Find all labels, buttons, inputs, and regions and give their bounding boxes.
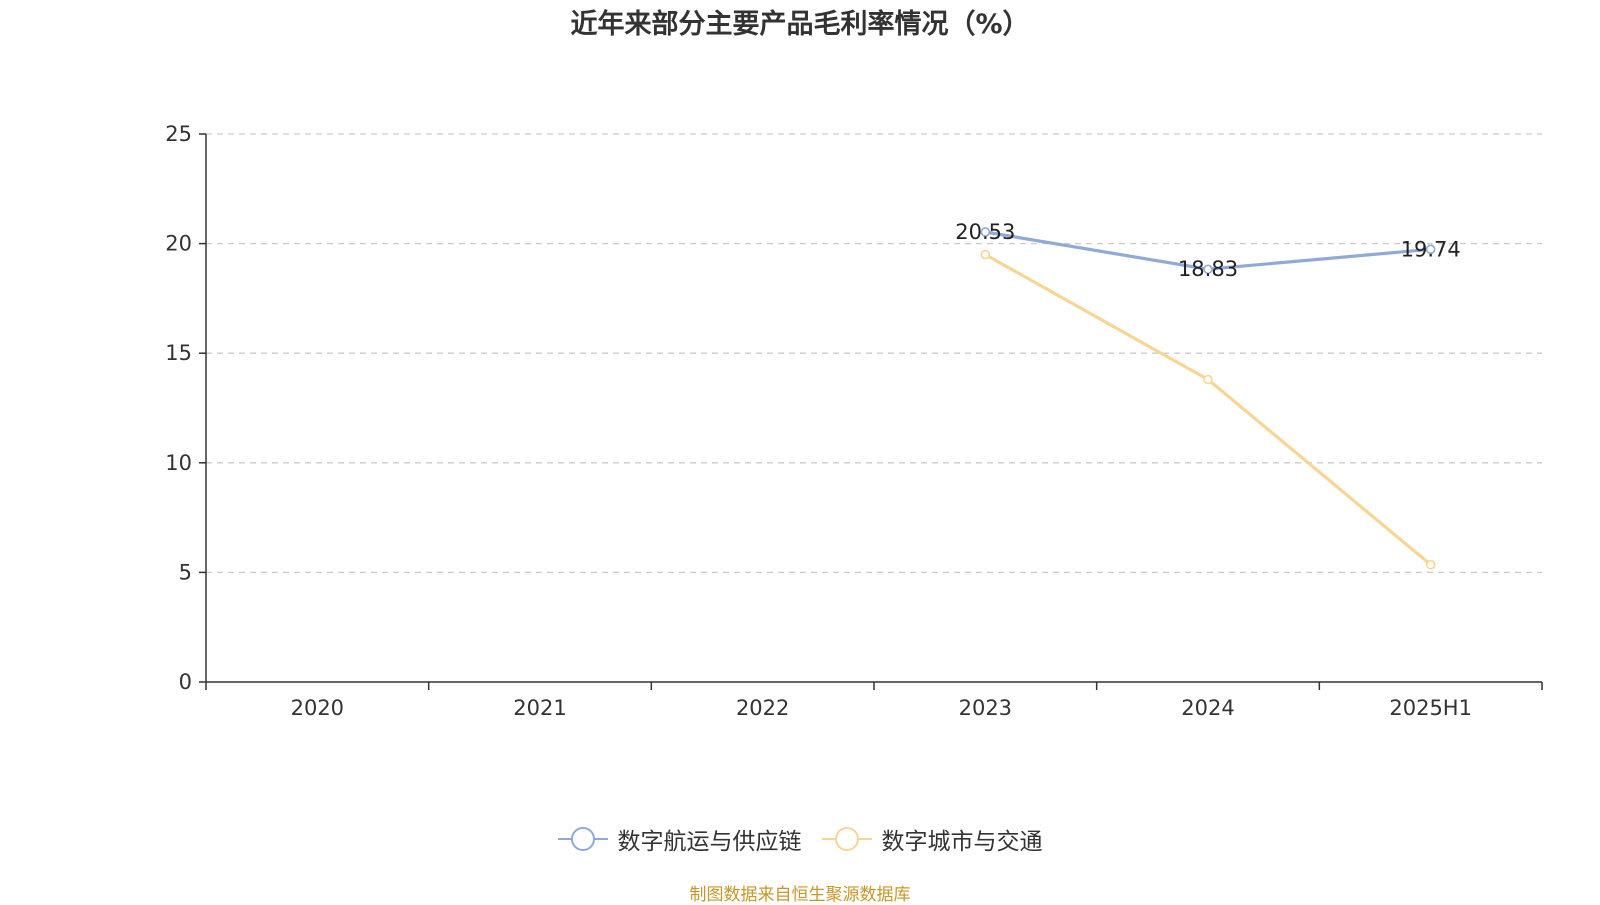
legend: 数字航运与供应链 数字城市与交通 <box>0 822 1600 856</box>
data-label: 18.83 <box>1178 257 1238 281</box>
legend-marker <box>570 827 595 851</box>
data-point <box>1425 559 1436 570</box>
chart-title: 近年来部分主要产品毛利率情况（%） <box>570 9 1030 40</box>
legend-symbol-icon <box>821 827 872 851</box>
x-tick-label: 2020 <box>291 696 344 720</box>
data-point <box>1203 264 1213 275</box>
legend-label: 数字城市与交通 <box>881 829 1043 855</box>
y-tick-label: 0 <box>179 670 192 694</box>
y-tick-label: 5 <box>179 560 192 584</box>
legend-marker <box>834 827 859 851</box>
y-tick-label: 25 <box>165 122 192 146</box>
y-tick-label: 10 <box>165 451 192 475</box>
grid-lines <box>206 133 1542 574</box>
legend-label: 数字航运与供应链 <box>617 829 802 855</box>
data-point <box>1203 374 1213 385</box>
data-point <box>1425 244 1436 255</box>
series-line-2 <box>984 253 1432 566</box>
axes: 0 5 10 15 20 25 2020 2021 2022 2023 2024 2025H1 <box>165 122 1543 720</box>
source-note: 制图数据来自恒生聚源数据库 <box>689 885 911 905</box>
data-point <box>980 227 991 237</box>
x-tick-label: 2021 <box>513 696 566 720</box>
x-tick-label: 2025H1 <box>1389 696 1472 720</box>
data-label: 19.74 <box>1401 237 1461 261</box>
data-point <box>980 249 991 260</box>
data-labels: 20.53 18.83 19.74 <box>955 220 1460 281</box>
data-label: 20.53 <box>955 220 1015 244</box>
legend-item[interactable]: 数字航运与供应链 <box>557 822 802 856</box>
x-tick-label: 2024 <box>1181 696 1234 720</box>
y-tick-label: 20 <box>165 232 192 256</box>
y-tick-label: 15 <box>165 341 192 365</box>
legend-item[interactable]: 数字城市与交通 <box>821 822 1043 856</box>
series-lines <box>980 227 1436 570</box>
legend-symbol-icon <box>557 827 608 851</box>
x-tick-label: 2023 <box>959 696 1012 720</box>
x-tick-label: 2022 <box>736 696 789 720</box>
